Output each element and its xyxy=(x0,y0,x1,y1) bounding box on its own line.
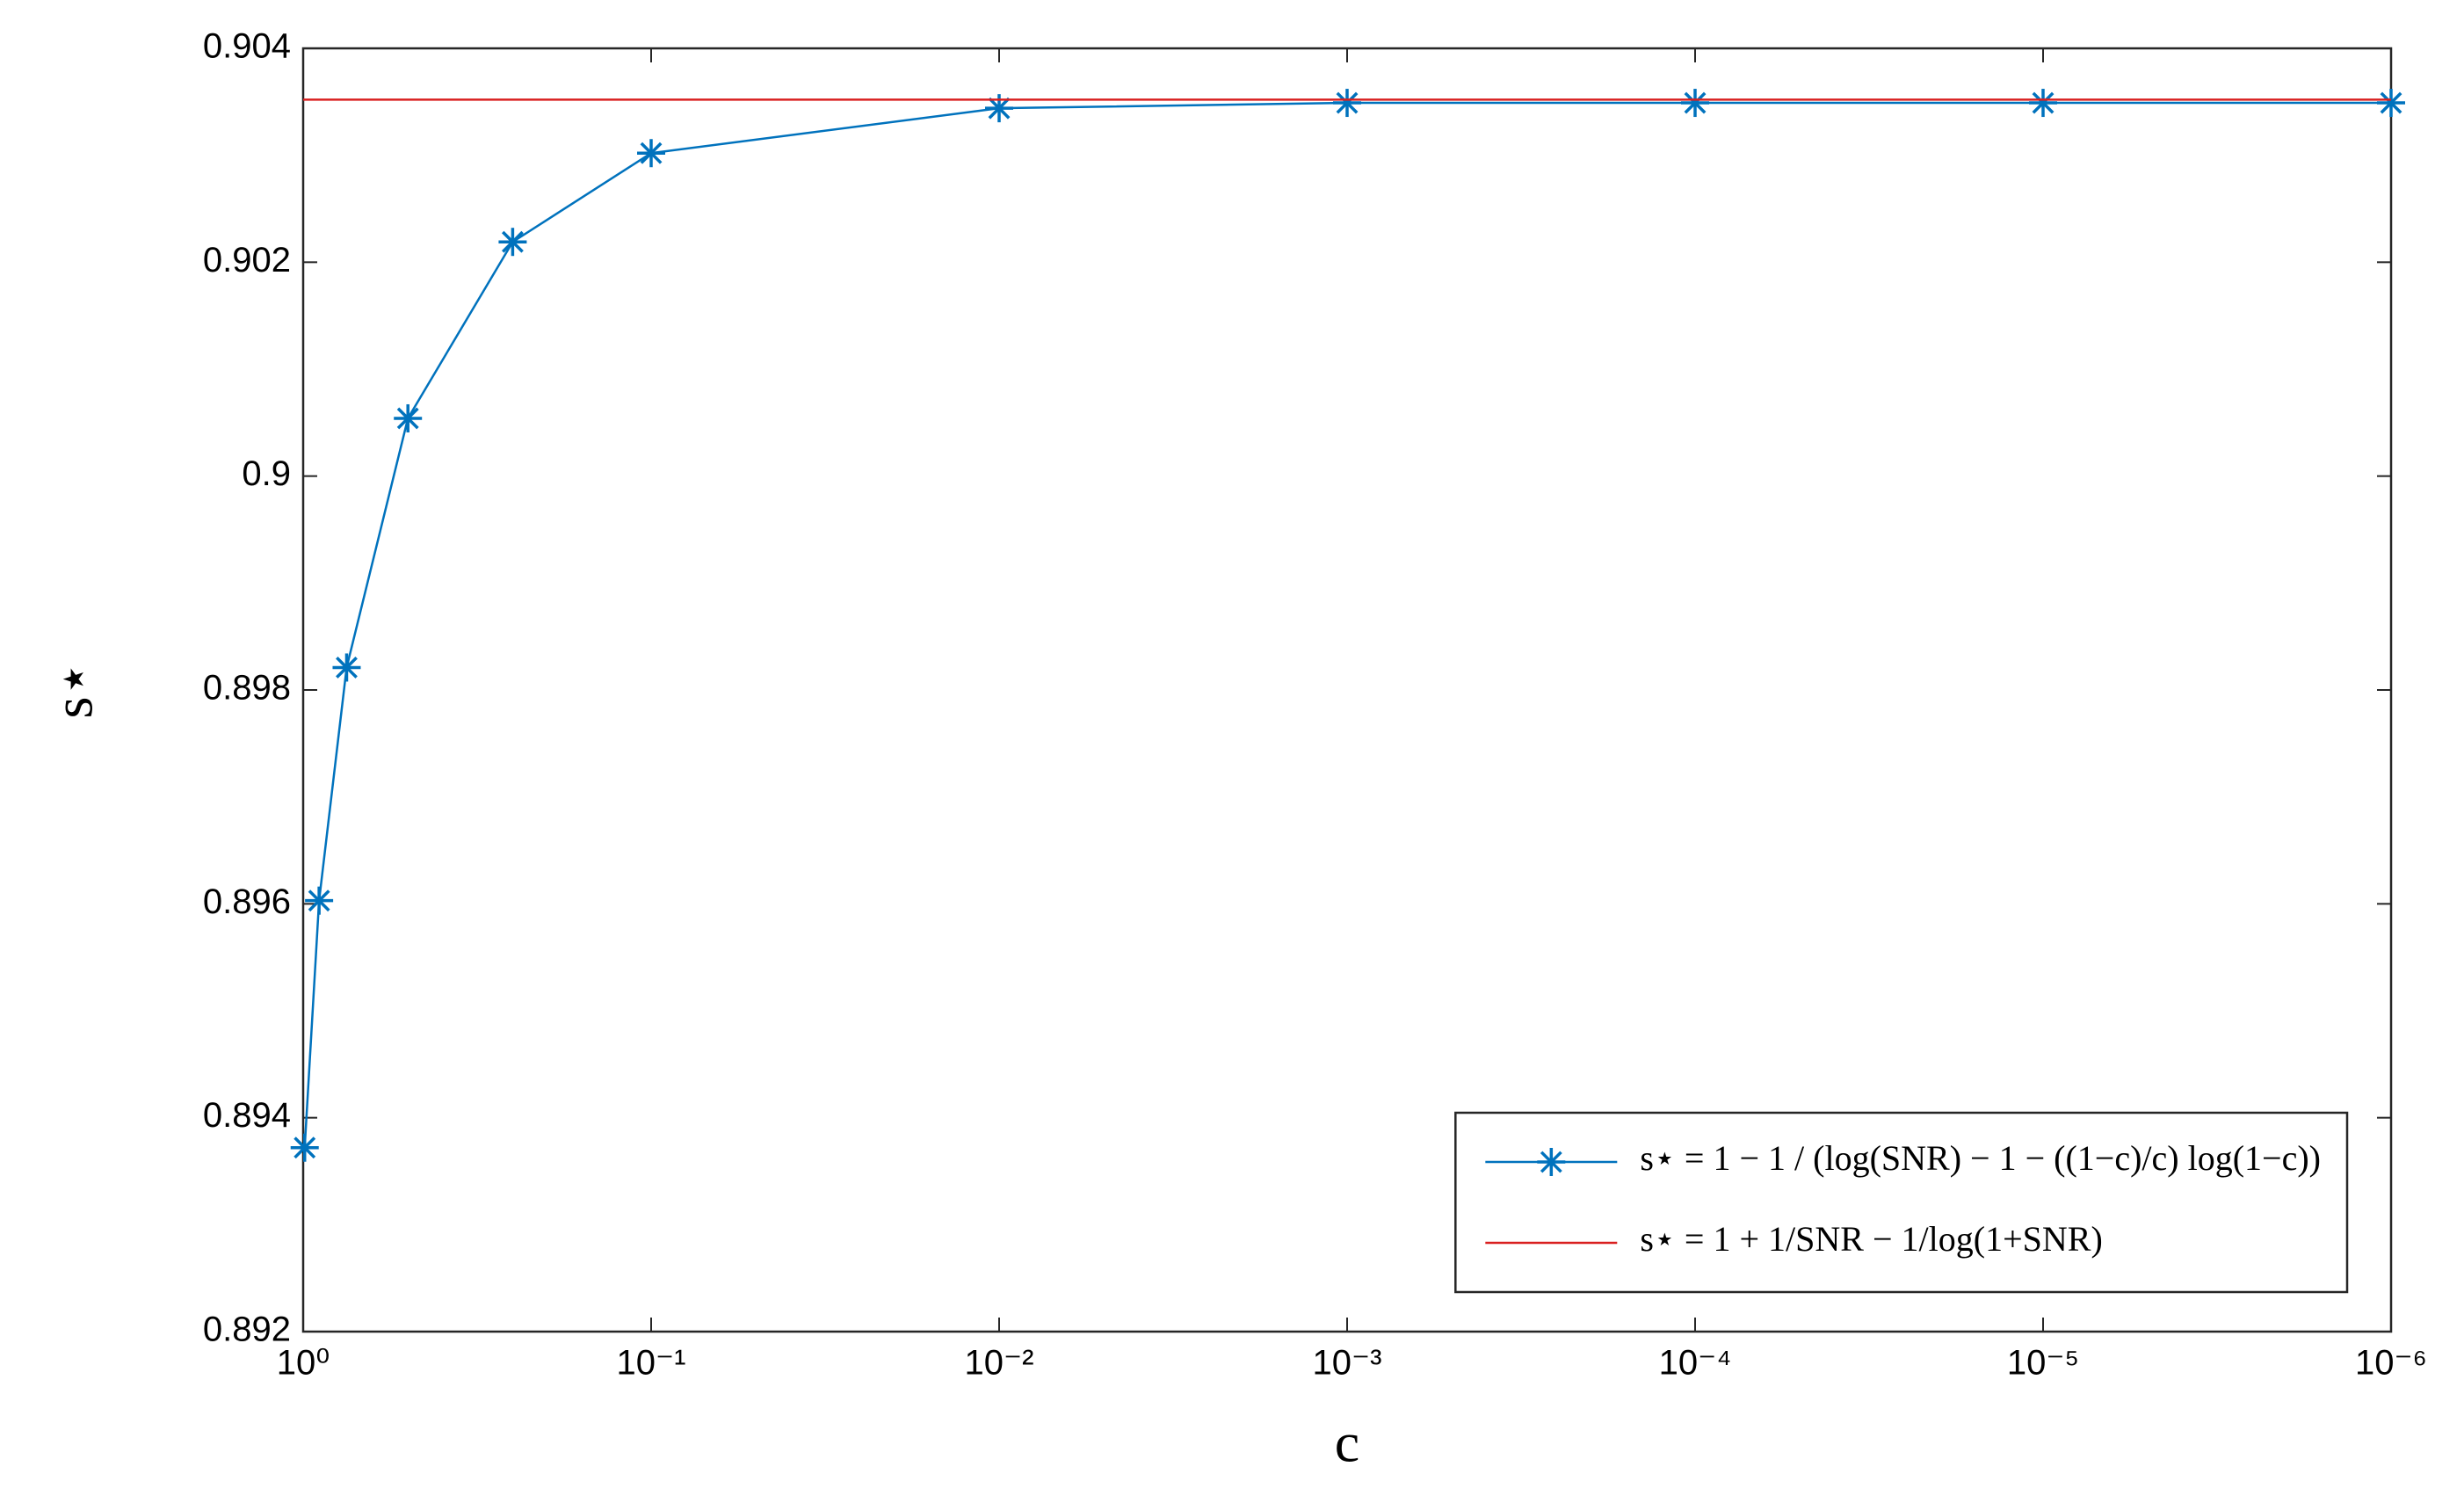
legend-label: s⋆ = 1 + 1/SNR − 1/log(1+SNR) xyxy=(1640,1219,2102,1259)
data-point xyxy=(637,139,665,168)
x-axis-label: c xyxy=(1335,1412,1359,1474)
y-tick-label: 0.902 xyxy=(203,241,291,280)
x-tick-label: 10⁻³ xyxy=(1313,1344,1382,1383)
y-tick-label: 0.898 xyxy=(203,669,291,708)
plot-frame xyxy=(301,47,2393,1333)
data-point xyxy=(332,653,361,682)
data-point xyxy=(1681,89,1709,118)
marker-stroke xyxy=(988,97,1011,120)
marker-stroke xyxy=(2380,91,2402,114)
marker-stroke xyxy=(501,230,524,253)
data-point xyxy=(290,1133,319,1162)
marker-stroke xyxy=(396,407,419,430)
x-tick-label: 10⁻⁵ xyxy=(2007,1344,2079,1383)
data-point xyxy=(1333,89,1361,118)
marker-stroke xyxy=(1336,91,1359,114)
data-point xyxy=(985,94,1013,123)
y-tick-label: 0.892 xyxy=(203,1311,291,1349)
marker-stroke xyxy=(294,1136,316,1159)
marker-stroke xyxy=(336,657,358,679)
legend-label: s⋆ = 1 − 1 / (log(SNR) − 1 − ((1−c)/c) l… xyxy=(1640,1138,2321,1178)
legend: s⋆ = 1 − 1 / (log(SNR) − 1 − ((1−c)/c) l… xyxy=(1454,1111,2349,1294)
series-line xyxy=(303,101,2391,1148)
data-point xyxy=(305,886,334,915)
y-tick-label: 0.896 xyxy=(203,882,291,921)
data-point xyxy=(2377,89,2405,118)
x-tick-label: 10⁰ xyxy=(277,1344,330,1383)
data-point xyxy=(394,403,423,432)
y-tick-label: 0.9 xyxy=(242,454,291,493)
legend-marker xyxy=(1537,1148,1566,1176)
x-tick-label: 10⁻⁶ xyxy=(2355,1344,2427,1383)
marker-stroke xyxy=(2032,91,2055,114)
data-point xyxy=(498,228,527,257)
marker-stroke xyxy=(1540,1151,1562,1173)
y-axis-label: s⋆ xyxy=(42,662,105,719)
legend-box xyxy=(1454,1111,2349,1294)
marker-stroke xyxy=(308,889,330,912)
data-point xyxy=(2029,89,2057,118)
x-tick-label: 10⁻¹ xyxy=(617,1344,686,1383)
y-tick-label: 0.894 xyxy=(203,1096,291,1135)
y-tick-label: 0.904 xyxy=(203,27,291,66)
x-tick-label: 10⁻⁴ xyxy=(1659,1344,1732,1383)
x-tick-label: 10⁻² xyxy=(965,1344,1034,1383)
marker-stroke xyxy=(1684,91,1707,114)
marker-stroke xyxy=(640,142,663,164)
